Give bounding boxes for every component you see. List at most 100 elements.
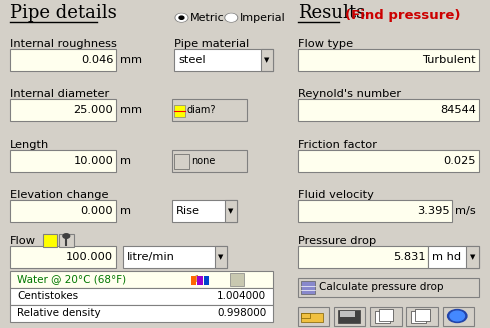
Text: ▼: ▼ [228, 208, 234, 215]
Text: 84544: 84544 [440, 105, 476, 115]
Bar [172, 150, 247, 172]
Text: Pipe details: Pipe details [10, 4, 117, 22]
Bar [261, 49, 273, 71]
Bar [59, 234, 74, 247]
Bar [379, 309, 393, 321]
Text: mm: mm [120, 105, 142, 115]
Bar [297, 307, 329, 326]
Text: 3.395: 3.395 [417, 206, 449, 216]
Circle shape [175, 13, 188, 22]
Bar [10, 271, 273, 288]
Text: 0.025: 0.025 [443, 156, 476, 166]
Circle shape [179, 16, 184, 19]
Text: Length: Length [10, 140, 49, 150]
Text: none: none [191, 156, 216, 166]
Circle shape [225, 13, 238, 22]
Text: Water @ 20°C (68°F): Water @ 20°C (68°F) [17, 275, 126, 284]
Text: Pipe material: Pipe material [174, 39, 249, 49]
Bar [297, 246, 428, 268]
Bar [301, 313, 323, 322]
Bar [230, 273, 245, 286]
Text: ▼: ▼ [219, 255, 224, 260]
Text: m: m [120, 156, 131, 166]
Text: Metric: Metric [190, 13, 224, 23]
Bar [297, 49, 479, 71]
Bar [197, 276, 203, 285]
Bar [174, 49, 273, 71]
Bar [411, 311, 426, 323]
Text: Reynold's number: Reynold's number [297, 89, 401, 99]
Bar [297, 150, 479, 172]
Bar [10, 246, 116, 268]
Bar [123, 246, 227, 268]
Text: Turbulent: Turbulent [422, 55, 476, 65]
Text: Flow: Flow [10, 236, 36, 246]
Text: 0.000: 0.000 [80, 206, 113, 216]
Bar [10, 49, 116, 71]
Text: 1.004000: 1.004000 [217, 291, 266, 301]
Bar [375, 311, 390, 323]
Text: m hd: m hd [432, 252, 461, 262]
Text: diam?: diam? [187, 105, 216, 115]
Text: m: m [120, 206, 131, 216]
Text: (Find pressure): (Find pressure) [344, 9, 460, 22]
Bar [172, 200, 237, 222]
Text: Internal diameter: Internal diameter [10, 89, 109, 99]
Bar [10, 305, 273, 321]
Bar [10, 99, 116, 121]
Bar [334, 307, 366, 326]
Bar [297, 200, 452, 222]
Bar [10, 150, 116, 172]
Text: 0.046: 0.046 [81, 55, 113, 65]
Text: litre/min: litre/min [127, 252, 175, 262]
Text: Relative density: Relative density [17, 308, 100, 318]
Bar [297, 278, 479, 297]
Bar [466, 246, 479, 268]
Circle shape [226, 14, 237, 21]
Bar [370, 307, 402, 326]
Text: Rise: Rise [175, 206, 199, 216]
Bar [172, 99, 247, 121]
Text: ▼: ▼ [470, 255, 475, 260]
Circle shape [447, 310, 467, 322]
Text: 5.831: 5.831 [392, 252, 425, 262]
Text: Imperial: Imperial [240, 13, 285, 23]
Bar [10, 200, 116, 222]
Bar [10, 288, 273, 305]
Bar [191, 276, 196, 285]
Text: Friction factor: Friction factor [297, 140, 377, 150]
Bar [174, 154, 189, 169]
Bar [428, 246, 479, 268]
Text: Internal roughness: Internal roughness [10, 39, 117, 49]
Text: 100.000: 100.000 [66, 252, 113, 262]
Text: 10.000: 10.000 [74, 156, 113, 166]
Text: 0.998000: 0.998000 [217, 308, 266, 318]
Text: Flow type: Flow type [297, 39, 353, 49]
Text: mm: mm [120, 55, 142, 65]
Bar [297, 99, 479, 121]
Bar [215, 246, 227, 268]
Bar [174, 105, 185, 117]
Text: Centistokes: Centistokes [17, 291, 78, 301]
Text: Fluid velocity: Fluid velocity [297, 190, 373, 200]
Bar [415, 309, 430, 321]
Bar [301, 281, 315, 294]
Text: ▼: ▼ [265, 57, 270, 63]
Bar [43, 234, 57, 247]
Text: 25.000: 25.000 [74, 105, 113, 115]
Bar [224, 200, 237, 222]
Text: steel: steel [178, 55, 206, 65]
Text: Results: Results [297, 4, 365, 22]
Bar [338, 310, 360, 323]
Circle shape [63, 234, 70, 238]
Bar [301, 314, 310, 318]
Text: Calculate pressure drop: Calculate pressure drop [319, 282, 444, 292]
Text: m/s: m/s [455, 206, 476, 216]
Text: Elevation change: Elevation change [10, 190, 108, 200]
Bar [406, 307, 438, 326]
Bar [340, 311, 355, 317]
Text: Pressure drop: Pressure drop [297, 236, 376, 246]
Bar [443, 307, 474, 326]
Circle shape [450, 311, 465, 321]
Bar [204, 276, 209, 285]
